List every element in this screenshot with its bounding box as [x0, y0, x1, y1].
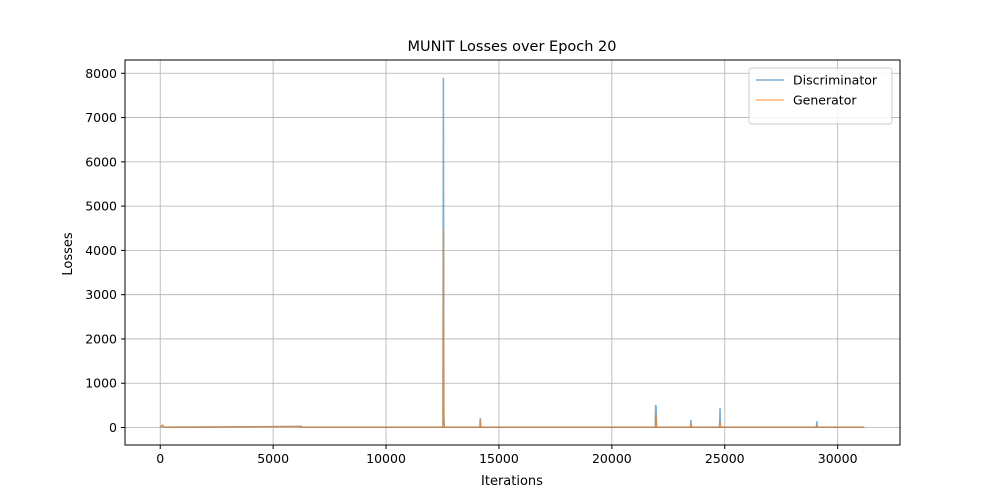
y-tick-label: 3000	[85, 287, 117, 302]
y-axis-label: Losses	[61, 232, 76, 276]
y-tick-label: 1000	[85, 376, 117, 391]
legend-label: Generator	[793, 93, 857, 108]
series-line-discriminator	[159, 77, 865, 429]
grid-lines	[125, 60, 900, 445]
x-tick-label: 20000	[592, 451, 632, 466]
x-tick-label: 30000	[818, 451, 858, 466]
x-tick-label: 25000	[705, 451, 745, 466]
y-tick-label: 7000	[85, 110, 117, 125]
series-lines	[159, 77, 865, 429]
series-line-generator	[159, 229, 865, 428]
axis-ticks: 0 5000 10000 15000 20000 25000 30000 0 1000 2000 3…	[85, 66, 857, 466]
x-tick-label: 10000	[366, 451, 406, 466]
chart-title: MUNIT Losses over Epoch 20	[407, 39, 616, 55]
x-tick-label: 0	[156, 451, 164, 466]
y-tick-label: 0	[109, 420, 117, 435]
y-tick-label: 8000	[85, 66, 117, 81]
legend-label: Discriminator	[793, 73, 878, 88]
x-tick-label: 15000	[479, 451, 519, 466]
x-axis-label: Iterations	[481, 474, 543, 489]
y-tick-label: 5000	[85, 199, 117, 214]
y-tick-label: 2000	[85, 331, 117, 346]
legend-box	[748, 67, 893, 125]
plot-area-frame	[124, 59, 901, 446]
y-tick-label: 6000	[85, 154, 117, 169]
legend: Discriminator Generator	[748, 67, 893, 125]
y-tick-label: 4000	[85, 243, 117, 258]
x-tick-label: 5000	[257, 451, 289, 466]
